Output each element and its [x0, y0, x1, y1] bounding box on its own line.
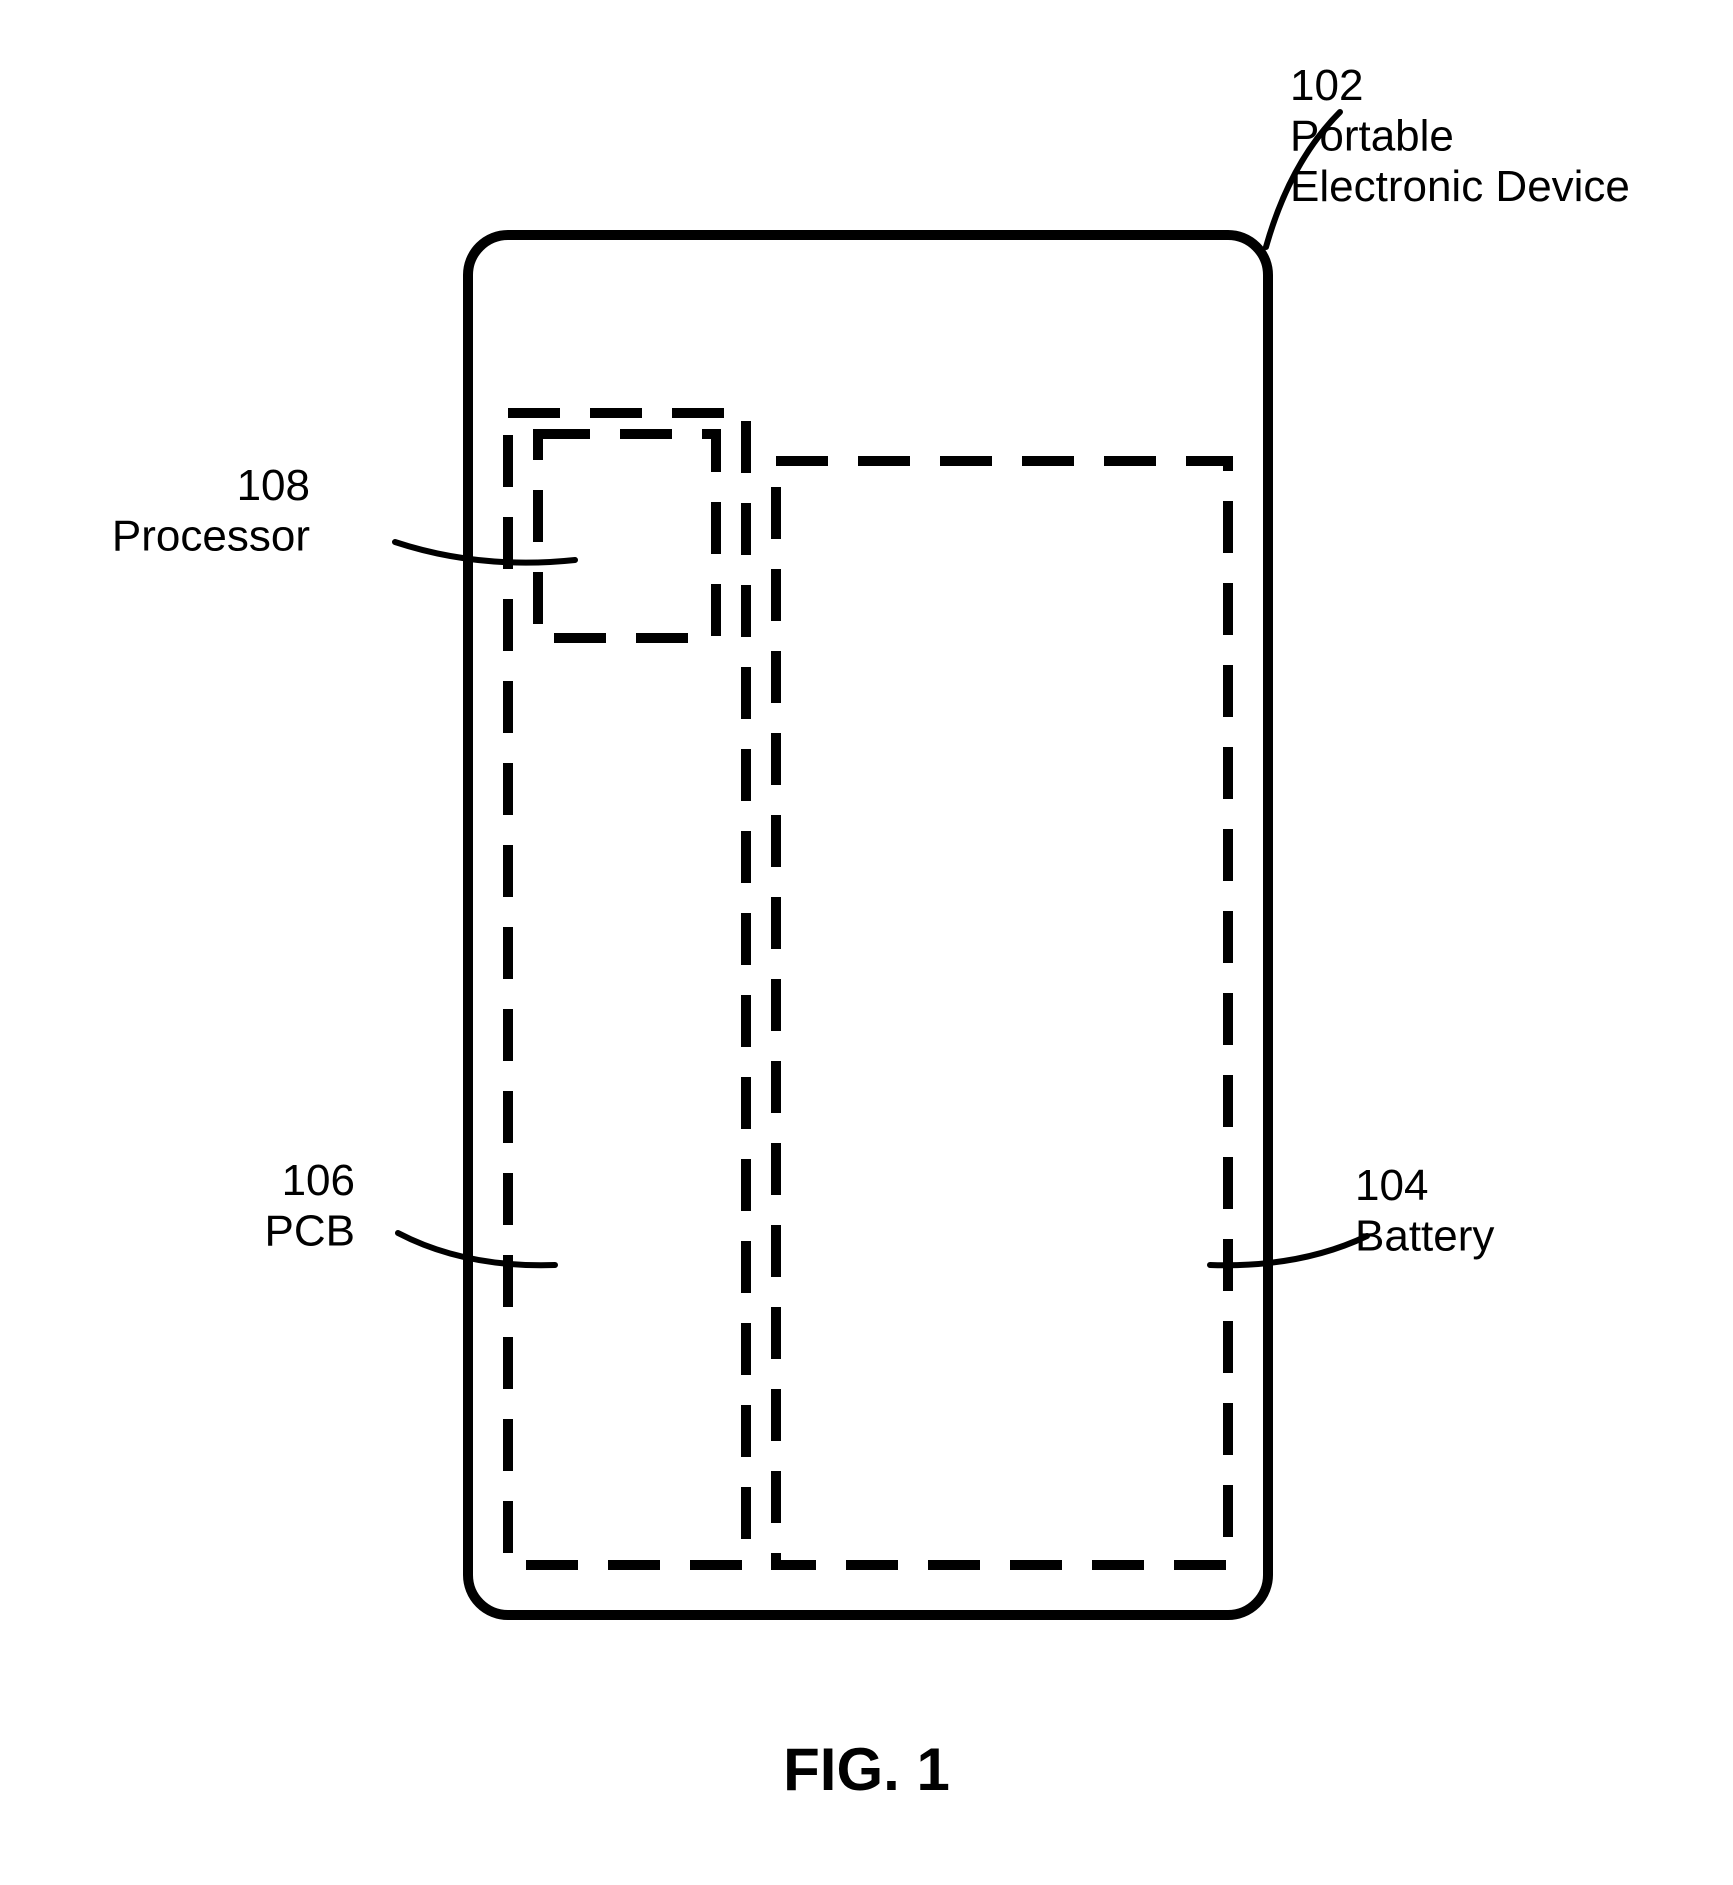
leader-pcb [398, 1233, 555, 1265]
device-outline [468, 235, 1268, 1615]
label-battery: 104Battery [1355, 1161, 1494, 1261]
label-processor: 108Processor [112, 461, 310, 561]
label-device: 102PortableElectronic Device [1290, 61, 1630, 211]
leader-processor [395, 542, 575, 563]
label-pcb: 106PCB [265, 1156, 355, 1256]
leader-battery [1210, 1236, 1367, 1265]
processor-outline [538, 434, 716, 638]
figure-caption: FIG. 1 [783, 1736, 950, 1803]
pcb-outline [508, 413, 746, 1565]
patent-figure: 102PortableElectronic Device 108Processo… [0, 0, 1733, 1885]
battery-outline [776, 461, 1228, 1565]
